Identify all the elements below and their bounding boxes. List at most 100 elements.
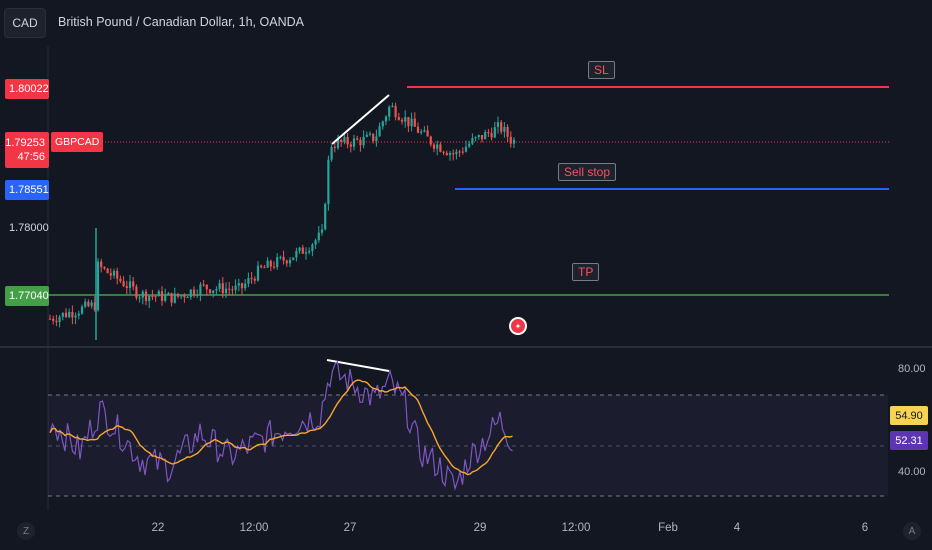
candle-body [144, 291, 148, 302]
candle-body [439, 144, 442, 152]
candle-body [464, 146, 468, 152]
candle-body [55, 320, 58, 323]
candle-body [106, 268, 109, 274]
candle-body [288, 259, 292, 264]
candlestick-series [48, 102, 516, 340]
rsi-axis-80: 80.00 [898, 363, 926, 375]
candle-body [484, 131, 487, 140]
candle-body [128, 281, 132, 288]
candle-body [487, 131, 490, 134]
candle-body [509, 136, 512, 144]
rsi-axis-40: 40.00 [898, 466, 926, 478]
candle-body [208, 289, 212, 294]
candle-body [375, 136, 378, 141]
candle-body [506, 126, 509, 137]
candle-body [372, 133, 375, 141]
candle-body [64, 312, 68, 318]
candle-body [112, 270, 116, 276]
candle-body [199, 284, 202, 295]
symbol-currency-button[interactable]: CAD [4, 8, 46, 38]
time-label: 6 [861, 522, 869, 534]
candle-body [416, 126, 420, 133]
entry-price-tag: 1.78551 [5, 180, 49, 200]
candle-body [400, 119, 404, 122]
candle-body [432, 144, 436, 149]
candle-body [157, 291, 160, 297]
candle-body [80, 306, 84, 314]
candle-body [125, 286, 128, 288]
sl-annotation[interactable]: SL [588, 61, 615, 79]
candle-body [279, 256, 282, 258]
candle-body [381, 121, 384, 127]
candle-body [183, 295, 186, 298]
candle-body [410, 118, 413, 127]
candle-body [90, 302, 93, 307]
candle-body [135, 286, 138, 298]
candle-body [394, 106, 397, 118]
zoom-button[interactable]: Z [17, 522, 35, 540]
candle-body [253, 278, 256, 281]
time-label: 12:00 [561, 522, 591, 534]
candle-body [164, 294, 167, 301]
candle-body [212, 290, 215, 294]
candle-body [240, 283, 244, 289]
time-label: 27 [343, 522, 357, 534]
candle-body [215, 288, 218, 291]
candle-body [420, 131, 423, 133]
candle-body [74, 315, 77, 318]
candle-body [356, 138, 359, 140]
candle-body [343, 136, 346, 142]
candle-body [122, 281, 125, 287]
sell-stop-annotation[interactable]: Sell stop [558, 163, 617, 181]
price-trendline [331, 94, 390, 145]
candle-body [330, 146, 333, 160]
auto-scale-button[interactable]: A [903, 522, 921, 540]
candle-body [490, 133, 493, 138]
sl-price-tag: 1.80022 [5, 79, 49, 99]
candle-body [327, 159, 330, 204]
candle-body [301, 247, 304, 254]
rsi-indicator [48, 360, 888, 497]
candle-body [426, 130, 429, 137]
candle-body [455, 151, 458, 155]
candle-body [221, 283, 224, 294]
candle-body [170, 292, 173, 303]
canada-flag-icon[interactable]: ✦ [509, 317, 527, 335]
candle-body [397, 117, 400, 120]
tp-annotation[interactable]: TP [572, 263, 600, 281]
rsi-ma-value-tag: 54.90 [890, 406, 928, 425]
candle-body [260, 265, 263, 268]
candle-body [189, 289, 192, 298]
candle-body [333, 146, 336, 149]
candle-body [269, 260, 272, 267]
candle-body [100, 261, 103, 268]
time-label: 12:00 [239, 522, 269, 534]
candle-body [320, 229, 324, 233]
candle-body [202, 284, 205, 286]
candle-body [429, 136, 432, 145]
candle-body [391, 106, 394, 108]
candle-body [141, 291, 144, 298]
candle-body [154, 296, 157, 298]
candle-body [71, 312, 74, 318]
candle-body [148, 295, 151, 302]
rsi-ma-line [49, 379, 513, 476]
bar-countdown: 47:56 [17, 151, 45, 163]
candle-body [234, 285, 237, 291]
candle-body [500, 122, 503, 132]
candle-body [317, 232, 320, 241]
candle-body [218, 283, 221, 289]
candle-body [180, 295, 183, 297]
candle-body [359, 139, 362, 146]
candle-body [93, 302, 96, 311]
candle-body [173, 293, 176, 303]
candle-body [96, 261, 100, 311]
candle-body [349, 144, 352, 147]
current-price-value: 1.79253 [5, 137, 45, 149]
trade-levels [48, 86, 889, 296]
candle-body [496, 122, 500, 128]
candle-body [196, 294, 199, 296]
candle-body [311, 244, 314, 252]
candle-body [477, 135, 480, 138]
